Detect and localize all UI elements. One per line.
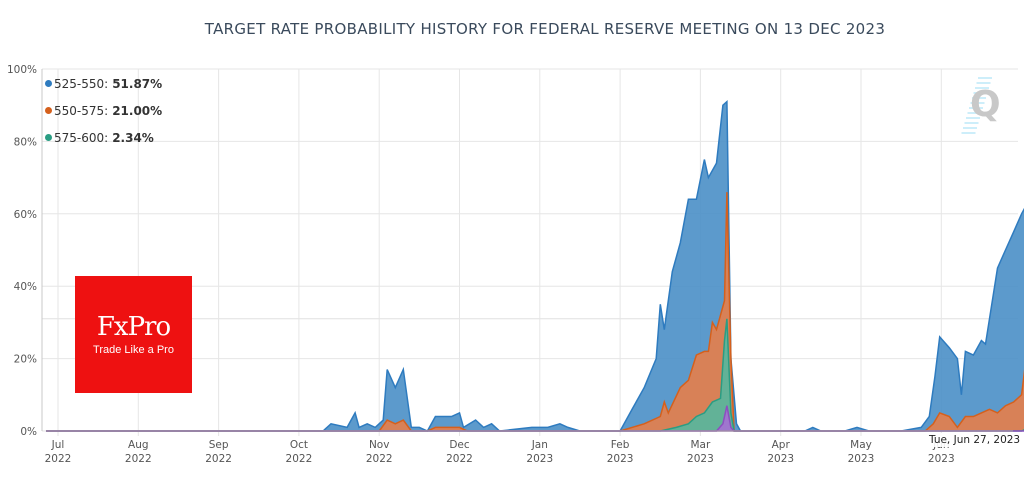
legend: 525-550: 51.87% 550-575: 21.00% 575-600:…	[45, 70, 162, 151]
x-tick-label-month: Feb	[611, 439, 630, 451]
x-tick-label-year: 2023	[928, 453, 955, 465]
series-areas	[45, 99, 1024, 432]
y-tick-label: 20%	[14, 354, 37, 366]
legend-value: 51.87%	[112, 76, 163, 91]
x-tick-label-year: 2023	[687, 453, 714, 465]
y-tick-label: 100%	[7, 64, 37, 76]
chart-title: TARGET RATE PROBABILITY HISTORY FOR FEDE…	[204, 20, 886, 38]
x-tick-label-month: Apr	[772, 439, 791, 451]
x-tick-label-year: 2023	[526, 453, 553, 465]
x-tick-label-year: 2022	[125, 453, 152, 465]
x-tick-label-year: 2022	[45, 453, 72, 465]
legend-item-550-575[interactable]: 550-575: 21.00%	[45, 97, 162, 124]
logo-tagline: Trade Like a Pro	[93, 344, 174, 356]
x-tick-label-year: 2023	[767, 453, 794, 465]
legend-label: 550-575:	[54, 103, 109, 118]
axes: 0% 20% 40% 60% 80% 100% Jul 2022 Aug 2022 Sep 2022 O…	[7, 64, 955, 465]
line-550-575	[46, 192, 1024, 432]
legend-label: 575-600:	[54, 130, 109, 145]
legend-dot-icon	[45, 134, 52, 141]
y-tick-label: 0%	[20, 426, 37, 438]
x-tick-label-year: 2022	[366, 453, 393, 465]
area-525-550	[45, 101, 1024, 431]
legend-label: 525-550:	[54, 76, 109, 91]
x-tick-label-month: Jul	[51, 439, 65, 451]
watermark-logo: Q	[970, 84, 1001, 125]
legend-dot-icon	[45, 80, 52, 87]
y-tick-label: 80%	[14, 136, 37, 148]
x-tick-label-month: Dec	[449, 439, 470, 451]
line-575-600	[46, 318, 1024, 432]
x-tick-label-month: Oct	[290, 439, 308, 451]
x-tick-label-year: 2023	[607, 453, 634, 465]
legend-value: 2.34%	[112, 130, 154, 145]
legend-value: 21.00%	[112, 103, 163, 118]
legend-item-525-550[interactable]: 525-550: 51.87%	[45, 70, 162, 97]
line-525-550	[46, 99, 1024, 432]
y-tick-label: 40%	[14, 281, 37, 293]
x-tick-label-month: Mar	[690, 439, 710, 451]
x-tick-label-year: 2022	[286, 453, 313, 465]
x-tick-label-month: Sep	[209, 439, 229, 451]
x-tick-label-month: May	[850, 439, 872, 451]
area-550-575	[45, 192, 1024, 431]
y-tick-label: 60%	[14, 209, 37, 221]
logo-name: FxPro	[96, 312, 171, 342]
x-tick-label-month: Aug	[128, 439, 149, 451]
end-markers	[961, 77, 992, 134]
x-tick-label-year: 2023	[848, 453, 875, 465]
legend-item-575-600[interactable]: 575-600: 2.34%	[45, 124, 162, 151]
fxpro-logo: FxPro Trade Like a Pro	[75, 276, 192, 393]
legend-dot-icon	[45, 107, 52, 114]
x-tick-label-month: Jan	[531, 439, 548, 451]
x-tick-label-year: 2022	[205, 453, 232, 465]
tooltip-date: Tue, Jun 27, 2023	[926, 433, 1024, 447]
x-tick-label-month: Nov	[369, 439, 390, 451]
area-575-600	[45, 318, 1024, 431]
x-tick-label-year: 2022	[446, 453, 473, 465]
